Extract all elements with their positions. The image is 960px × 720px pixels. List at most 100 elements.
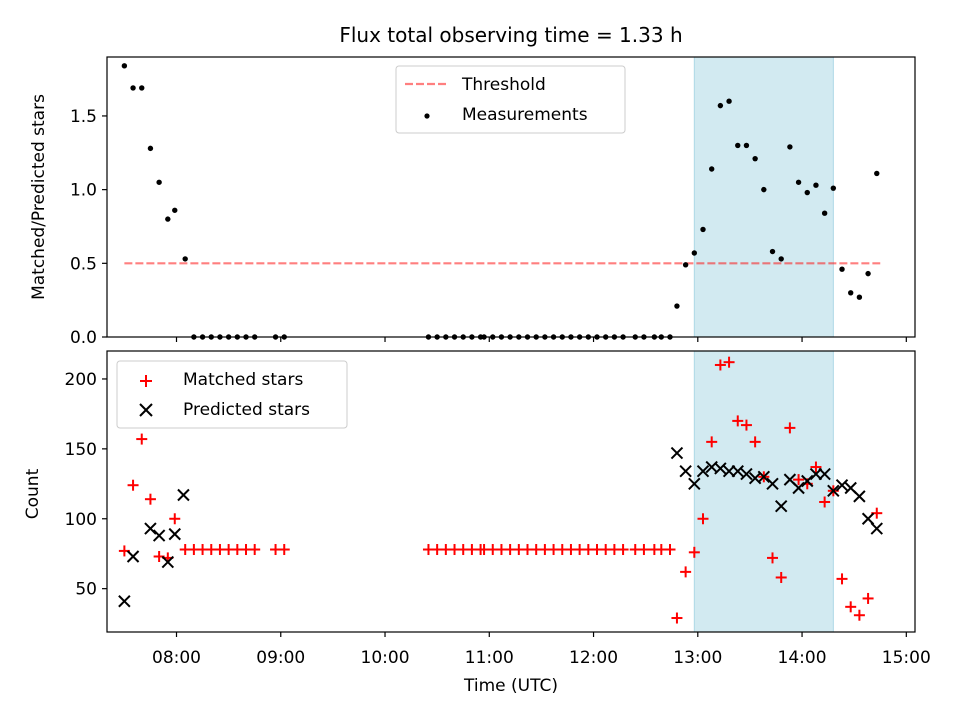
predicted-star-point [861,512,875,525]
measurement-point [743,142,750,149]
measurement-point [813,182,819,188]
predicted-star-point [766,477,779,491]
measurement-point [821,210,828,216]
matched-star-point [688,546,700,558]
measurement-point [165,216,171,222]
matched-star-point [775,571,787,583]
matched-star-point [617,544,629,556]
measurement-point [769,248,776,255]
measurement-point [691,250,698,256]
matched-star-point [810,461,822,473]
matched-star-point [697,513,709,525]
matched-star-point [136,433,148,445]
predicted-star-point [870,522,883,535]
predicted-star-point [757,470,771,484]
bottom-highlight-layer [693,350,834,633]
matched-star-point [853,609,865,621]
predicted-star-point [177,488,190,502]
matched-star-point [249,544,261,556]
top-y-tick-label: 1.5 [70,107,97,127]
top-y-tick-label: 0.0 [70,328,97,348]
matched-star-point [278,544,290,556]
bottom-x-tick-label: 13:00 [673,648,722,668]
bottom-y-ticks: 50 100 150 200 [65,370,107,600]
predicted-star-point [818,467,831,481]
measurement-point [674,303,680,309]
bottom-matched-layer [118,356,883,624]
matched-star-point [671,612,683,624]
top-highlight-layer [693,56,834,338]
bottom-legend: Matched stars Predicted stars [116,360,348,429]
predicted-star-point [801,474,814,488]
measurement-point [182,256,188,262]
legend-predicted-swatch [139,403,153,417]
top-y-tick-label: 0.5 [70,254,97,274]
predicted-star-point [696,465,710,478]
bottom-x-tick-label: 09:00 [256,648,305,668]
predicted-star-point [161,555,175,569]
measurement-point [700,226,706,233]
bottom-plot-frame [106,350,916,633]
matched-star-point [819,496,831,508]
bottom-legend-box [116,360,348,429]
measurement-point [172,207,178,213]
predicted-star-point [152,529,166,542]
bottom-x-tick-label: 15:00 [882,648,931,668]
measurement-point [839,266,845,272]
predicted-star-point [714,462,727,475]
bottom-x-tick-label: 12:00 [569,648,618,668]
predicted-star-point [827,484,840,498]
top-legend-box [395,65,626,134]
bottom-y-tick-label: 200 [65,370,97,390]
legend-threshold-label: Threshold [461,75,546,95]
chart-title: Flux total observing time = 1.33 h [339,23,682,47]
predicted-star-point [740,467,753,481]
bottom-x-tick-label: 14:00 [778,648,827,668]
predicted-star-point [688,477,701,491]
legend-measurements-swatch [424,113,430,119]
top-legend: Threshold Measurements [395,65,626,134]
measurement-point [147,145,154,152]
predicted-star-point [774,499,788,513]
bottom-y-tick-label: 100 [65,510,97,530]
matched-star-point [723,356,735,368]
bottom-predicted-layer [118,446,883,608]
x-axis-label: Time (UTC) [463,676,558,696]
matched-star-point [664,544,676,556]
measurement-point [787,144,793,150]
matched-star-point [638,544,650,556]
measurement-point [717,102,724,109]
matched-star-point [127,479,139,491]
measurement-point [735,142,741,149]
measurement-point [761,186,767,193]
predicted-star-point [670,446,684,460]
predicted-star-point [731,465,744,478]
measurement-point [795,179,802,185]
top-plot-frame [106,56,916,338]
matched-star-point [680,566,692,578]
top-y-axis-label: Matched/Predicted stars [29,94,49,300]
measurement-point [726,98,732,104]
predicted-star-point [118,595,131,608]
top-x-ticks [175,337,907,342]
matched-star-point [714,359,726,371]
bottom-x-tick-label: 11:00 [465,648,514,668]
measurement-point [804,189,810,196]
matched-star-point [862,592,874,604]
matched-star-point [836,573,848,585]
measurement-point [682,262,689,268]
measurement-point [139,85,145,91]
measurement-point [874,170,880,177]
bottom-x-ticks: 08:00 09:00 10:00 11:00 12:00 13:00 14:00 15:00 [152,632,931,668]
matched-star-point [732,415,744,427]
bottom-y-axis-label: Count [23,468,43,519]
matched-star-point [767,552,779,564]
measurement-point [778,256,784,262]
matched-star-point [740,419,752,431]
measurement-point [865,270,871,277]
legend-matched-swatch [140,375,152,387]
predicted-star-point [853,490,866,503]
matched-star-point [793,474,805,486]
top-highlight-span [693,56,834,338]
